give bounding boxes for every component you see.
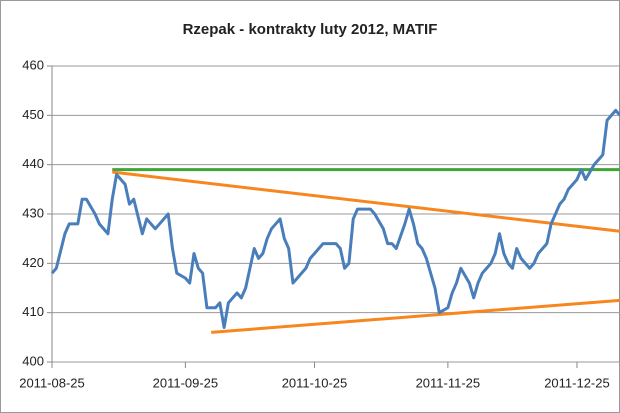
x-tick-label: 2011-08-25: [19, 375, 85, 390]
y-tick-label: 420: [22, 255, 44, 270]
y-tick-label: 400: [22, 353, 44, 368]
trend-line: [112, 170, 620, 233]
price-line: [50, 108, 620, 329]
x-tick-label: 2011-10-25: [282, 375, 348, 390]
x-tick-label: 2011-09-25: [153, 375, 219, 390]
trend-line: [211, 298, 620, 334]
y-tick-label: 440: [22, 156, 44, 171]
y-tick-label: 460: [22, 57, 44, 72]
y-tick-label: 450: [22, 107, 44, 122]
x-tick-label: 2011-11-25: [416, 375, 481, 390]
x-tick-label: 2011-12-25: [544, 375, 610, 390]
chart-title: Rzepak - kontrakty luty 2012, MATIF: [183, 21, 438, 38]
y-tick-label: 430: [22, 205, 44, 220]
y-tick-label: 410: [22, 304, 44, 319]
